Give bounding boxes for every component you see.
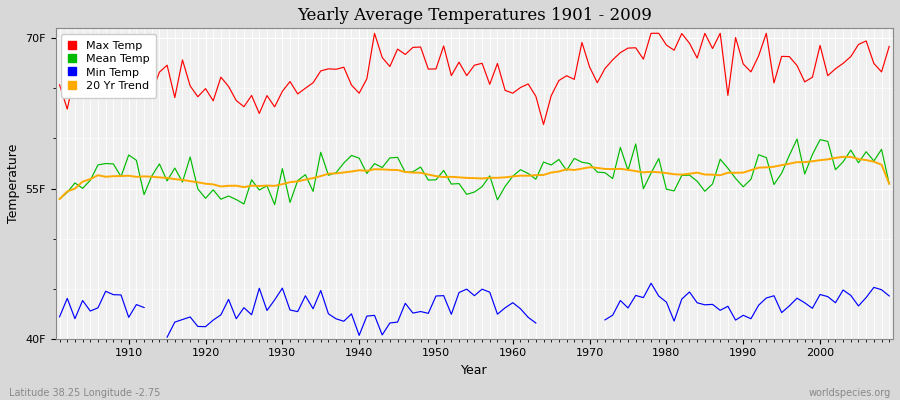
Legend: Max Temp, Mean Temp, Min Temp, 20 Yr Trend: Max Temp, Mean Temp, Min Temp, 20 Yr Tre… (61, 34, 156, 98)
Text: worldspecies.org: worldspecies.org (809, 388, 891, 398)
X-axis label: Year: Year (461, 364, 488, 377)
Title: Yearly Average Temperatures 1901 - 2009: Yearly Average Temperatures 1901 - 2009 (297, 7, 652, 24)
Y-axis label: Temperature: Temperature (7, 144, 20, 223)
Text: Latitude 38.25 Longitude -2.75: Latitude 38.25 Longitude -2.75 (9, 388, 160, 398)
